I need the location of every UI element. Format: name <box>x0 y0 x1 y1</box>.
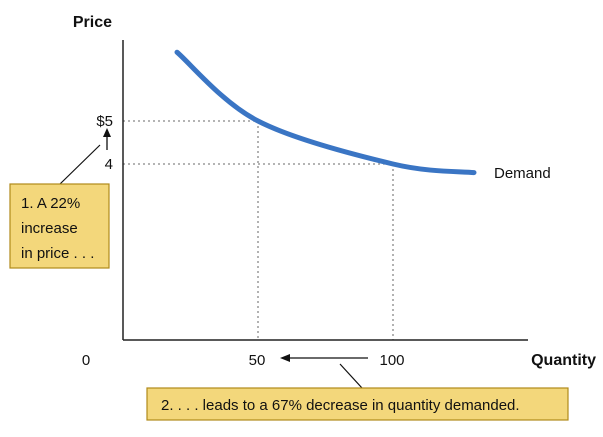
x-axis-title: Quantity <box>531 352 596 369</box>
y-tick-label-1: 4 <box>105 156 113 173</box>
x-tick-label-1: 50 <box>249 352 266 369</box>
price-arrowhead <box>103 128 111 137</box>
price-note: 1. A 22% increase in price . . . <box>9 183 110 269</box>
quantity-note: 2. . . . leads to a 67% decrease in quan… <box>146 387 569 421</box>
tick-labels: 0 50 100 $5 4 <box>82 113 405 369</box>
price-note-line-3: in price . . . <box>21 245 94 262</box>
quantity-note-leader <box>339 363 363 389</box>
x-tick-label-0: 0 <box>82 352 90 369</box>
price-note-line-1: 1. A 22% <box>21 195 80 212</box>
price-note-leader <box>59 144 101 185</box>
price-note-box <box>9 183 110 269</box>
y-tick-label-0: $5 <box>96 113 113 130</box>
demand-curve <box>174 49 477 176</box>
quantity-note-box <box>146 387 569 421</box>
quantity-note-line-1: 2. . . . leads to a 67% decrease in quan… <box>161 397 520 414</box>
quantity-arrowhead <box>280 354 290 362</box>
guide-lines <box>123 120 394 340</box>
price-note-line-2: increase <box>21 220 78 237</box>
x-tick-label-2: 100 <box>379 352 404 369</box>
demand-label: Demand <box>494 165 551 182</box>
y-axis-title: Price <box>73 14 112 31</box>
